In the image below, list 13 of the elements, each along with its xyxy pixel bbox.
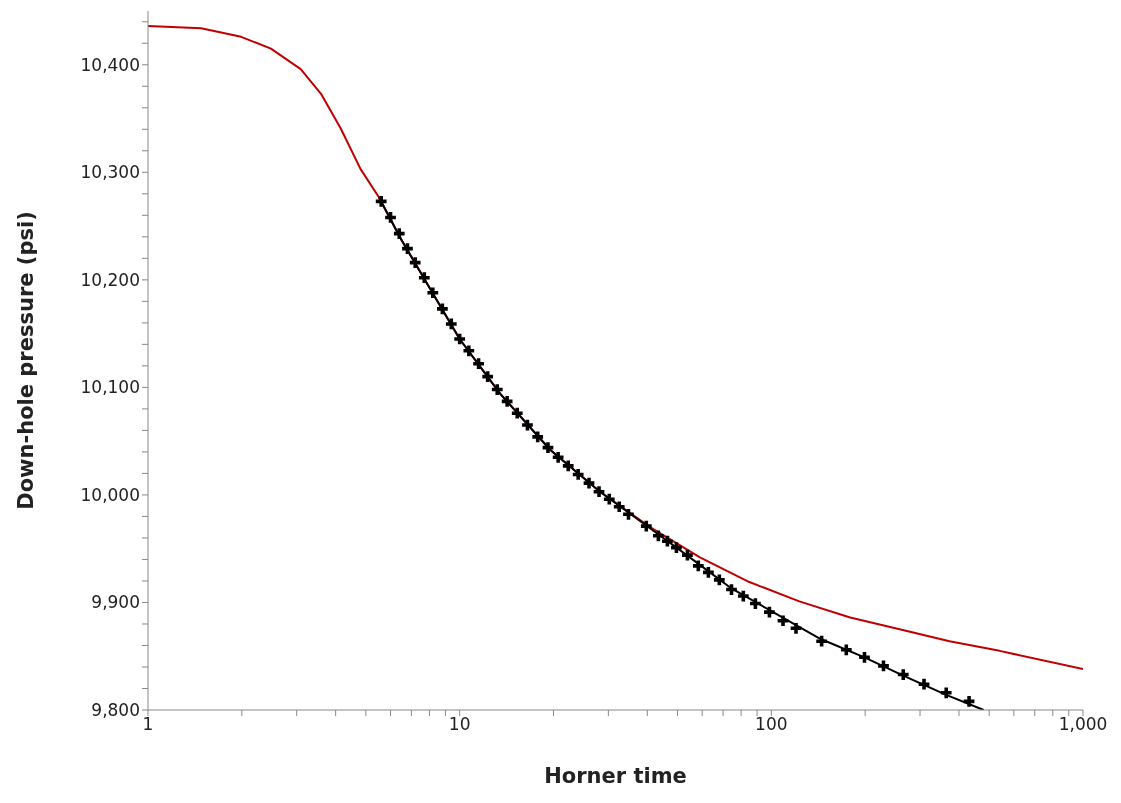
y-tick-label: 10,200: [80, 269, 140, 290]
x-tick-label: 1,000: [1058, 714, 1108, 735]
y-tick-label: 9,800: [91, 700, 140, 721]
x-tick-label: 1: [142, 714, 154, 735]
y-tick-label: 10,400: [80, 54, 140, 75]
y-tick-label: 10,000: [80, 484, 140, 505]
y-axis-title: Down-hole pressure (psi): [14, 211, 39, 510]
y-tick-label: 10,100: [80, 377, 140, 398]
x-axis-title: Horner time: [544, 764, 687, 788]
y-tick-label: 9,900: [91, 592, 140, 613]
x-tick-label: 10: [448, 714, 471, 735]
x-tick-label: 100: [755, 714, 788, 735]
y-tick-label: 10,300: [80, 162, 140, 183]
